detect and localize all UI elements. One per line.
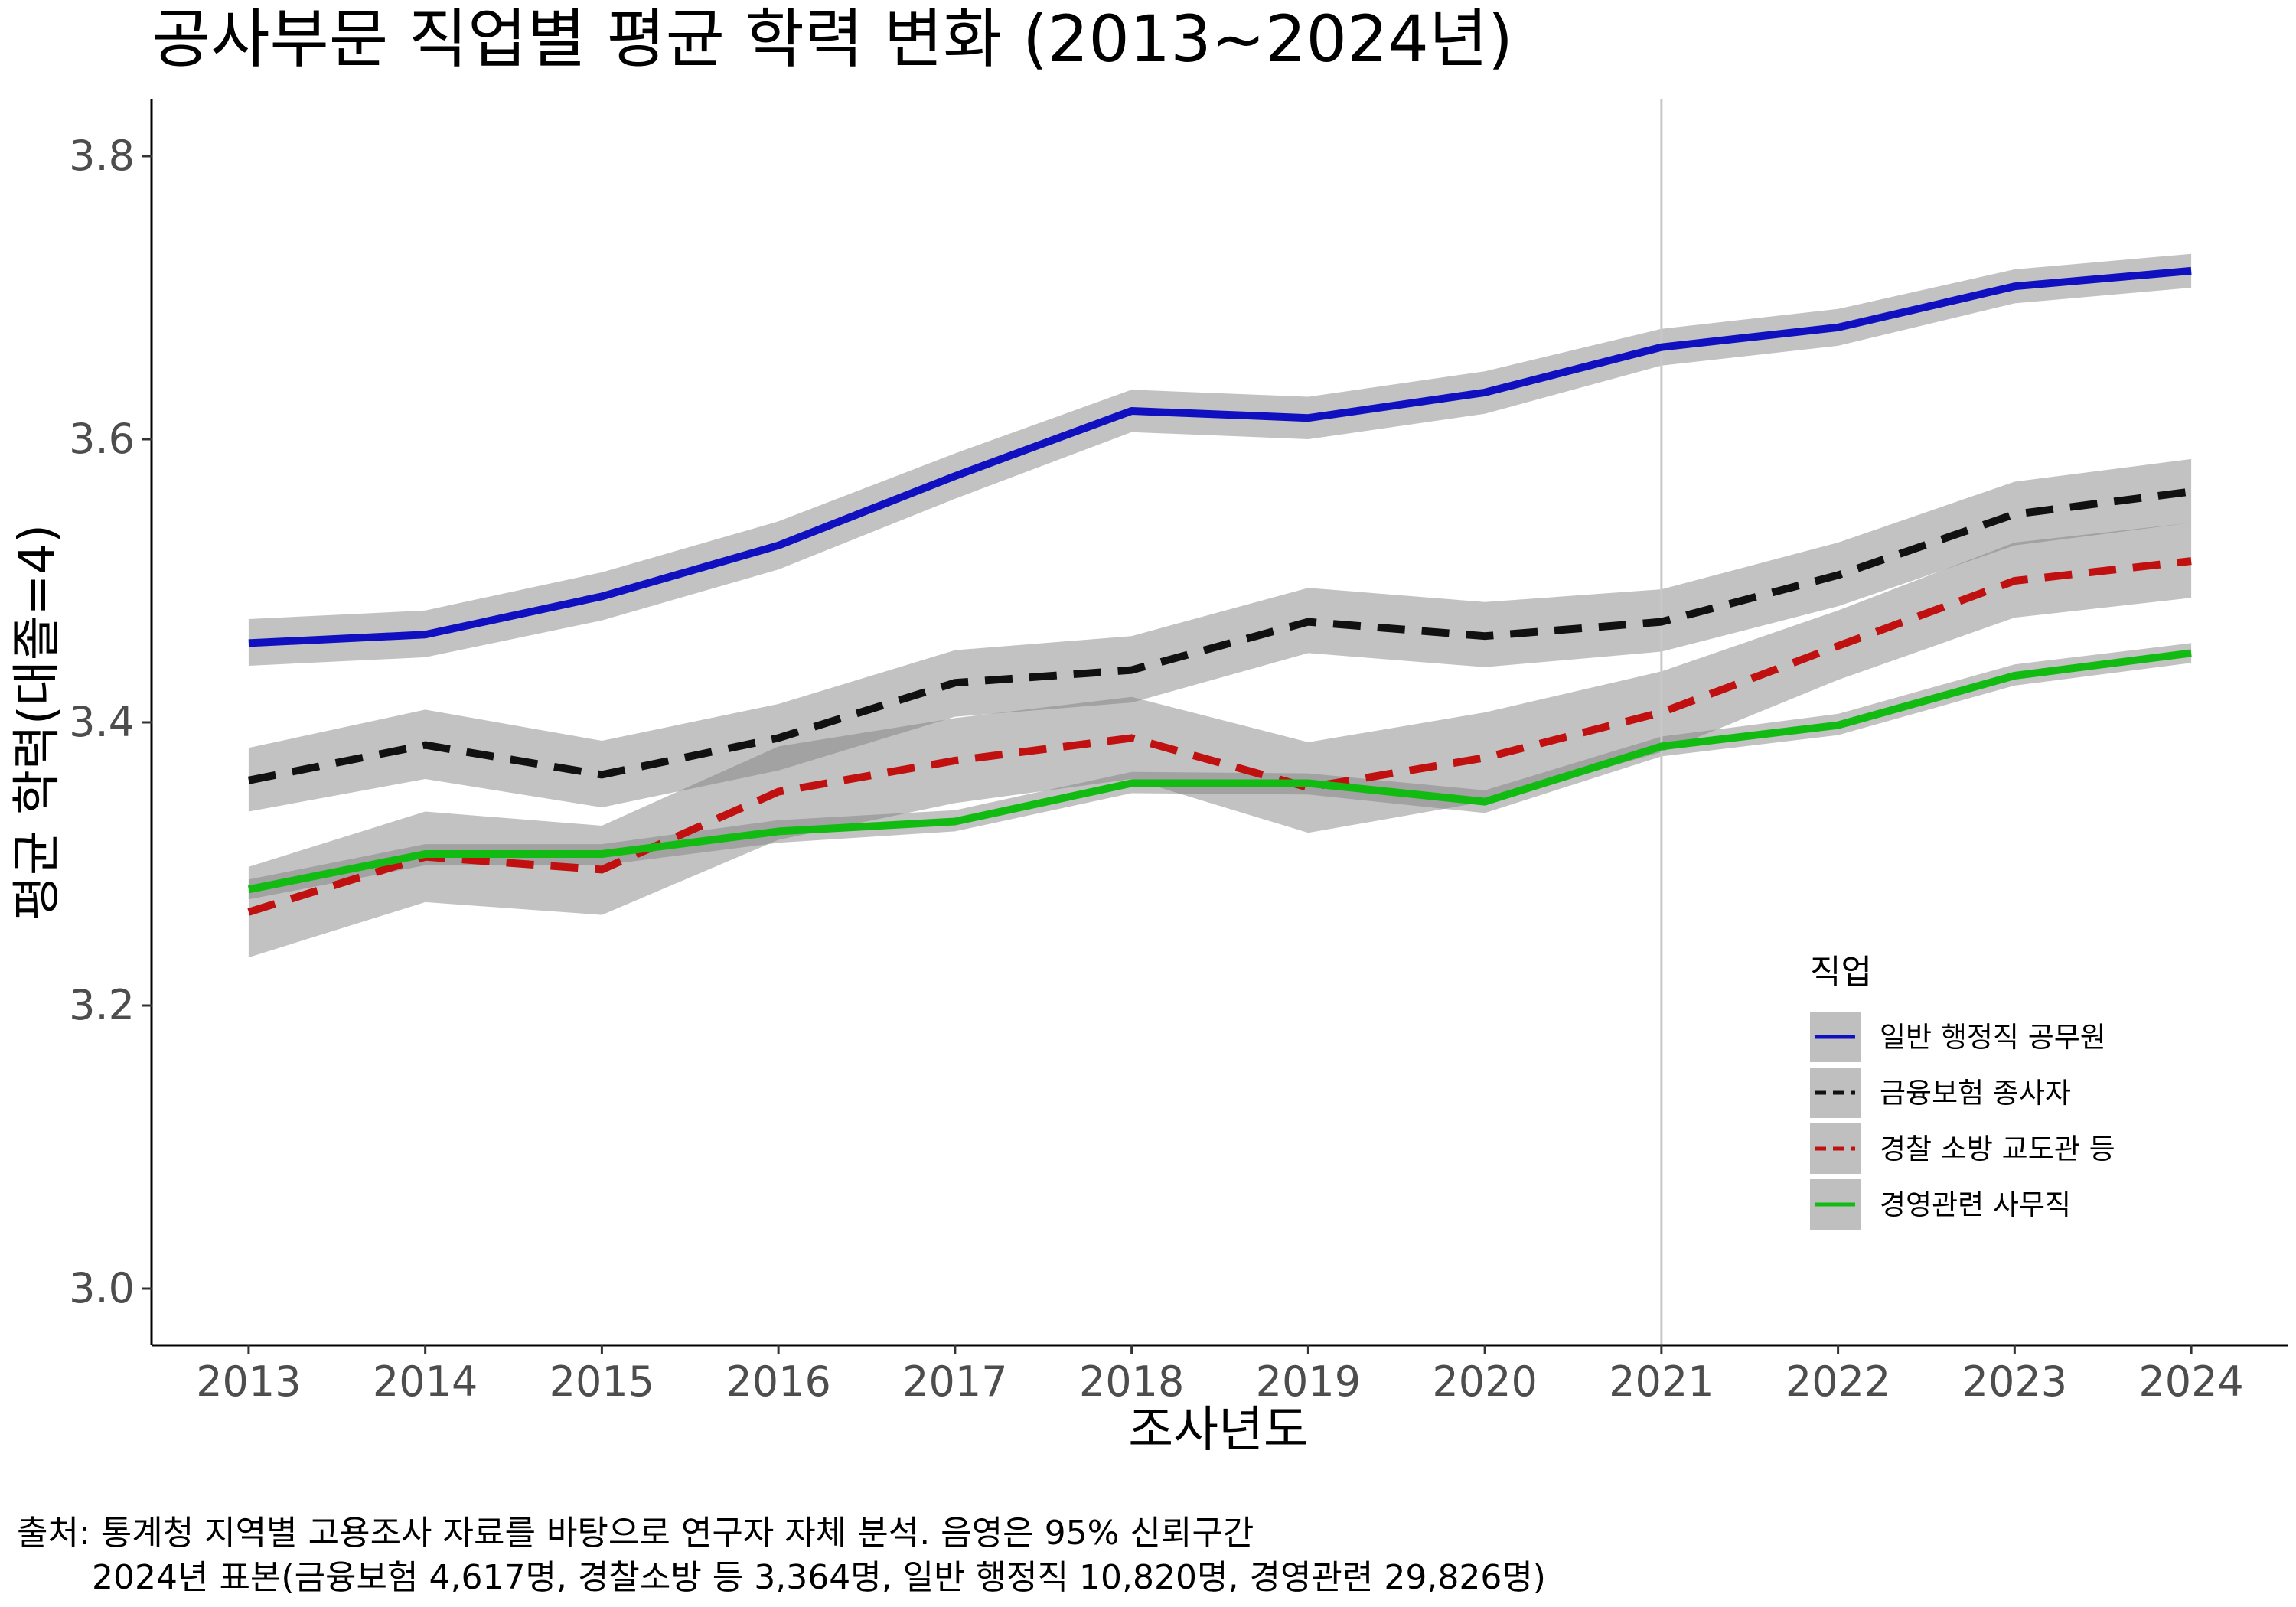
- confidence-band-3: [248, 523, 2192, 958]
- y-tick-label: 3.2: [69, 981, 135, 1029]
- x-axis-title: 조사년도: [1128, 1402, 1309, 1459]
- y-axis-title: 평균 학력(대졸=4): [9, 524, 66, 921]
- confidence-band-1: [248, 253, 2192, 666]
- series-line-3: [247, 557, 2192, 916]
- x-axis-ticks: 2013 2014 2015 2016 2017 2018 2019 2020 2021 2022…: [196, 1345, 2244, 1406]
- x-tick-label: 2013: [196, 1358, 301, 1406]
- legend-title: 직업: [1810, 953, 1872, 992]
- x-tick-label: 2024: [2138, 1358, 2243, 1406]
- y-axis-ticks: 3.0 3.2 3.4 3.6 3.8: [69, 132, 152, 1312]
- x-tick-label: 2018: [1079, 1358, 1184, 1406]
- x-tick-label: 2022: [1786, 1358, 1890, 1406]
- x-tick-label: 2015: [550, 1358, 654, 1406]
- legend-label-일반-행정직-공무원: 일반 행정직 공무원: [1880, 1021, 2106, 1054]
- legend-label-경영관련-사무직: 경영관련 사무직: [1880, 1188, 2071, 1221]
- caption-line-1: 출처: 통계청 지역별 고용조사 자료를 바탕으로 연구자 자체 분석. 음영은…: [17, 1514, 1254, 1553]
- series-line-4: [247, 649, 2192, 894]
- y-tick-label: 3.8: [69, 132, 135, 180]
- series-lines: [247, 266, 2192, 916]
- y-tick-label: 3.6: [69, 415, 135, 463]
- x-tick-label: 2023: [1962, 1358, 2067, 1406]
- x-tick-label: 2019: [1256, 1358, 1361, 1406]
- legend-label-경찰-소방-교도관-등: 경찰 소방 교도관 등: [1880, 1133, 2115, 1165]
- y-tick-label: 3.4: [69, 698, 135, 746]
- x-tick-label: 2017: [902, 1358, 1007, 1406]
- series-line-2: [247, 487, 2192, 784]
- y-tick-label: 3.0: [69, 1264, 135, 1312]
- x-tick-label: 2020: [1432, 1358, 1537, 1406]
- x-tick-label: 2021: [1609, 1358, 1714, 1406]
- legend-label-금융보험-종사자: 금융보험 종사자: [1880, 1077, 2071, 1110]
- confidence-band-2: [248, 458, 2192, 812]
- x-tick-label: 2016: [726, 1358, 830, 1406]
- caption-line-2: 2024년 표본(금융보험 4,617명, 경찰소방 등 3,364명, 일반 …: [92, 1558, 1546, 1597]
- series-line-1: [248, 266, 2192, 647]
- x-tick-label: 2014: [373, 1358, 478, 1406]
- chart-title: 공사부문 직업별 평균 학력 변화 (2013~2024년): [152, 2, 1513, 77]
